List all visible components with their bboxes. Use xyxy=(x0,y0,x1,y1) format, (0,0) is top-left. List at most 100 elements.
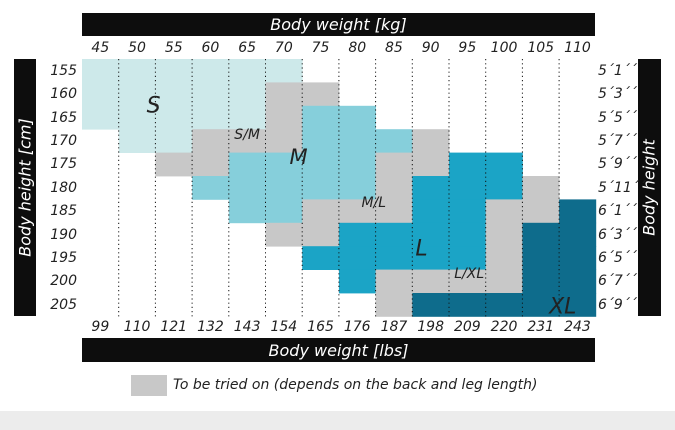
size-cell-s xyxy=(118,59,156,83)
cm-tick-label: 160 xyxy=(50,86,77,103)
size-cell-m xyxy=(228,152,266,177)
size-cell-m xyxy=(302,176,340,200)
zone-label-l: L xyxy=(415,236,428,262)
size-cell-lxl xyxy=(375,293,413,317)
lbs-tick-label: 110 xyxy=(123,319,151,335)
size-cell-lxl xyxy=(485,199,523,224)
size-cell-sm xyxy=(265,82,303,107)
kg-tick-label: 70 xyxy=(274,40,293,56)
size-cell-l xyxy=(338,246,376,270)
size-cell-l xyxy=(412,199,450,224)
kg-tick-label: 90 xyxy=(421,40,440,56)
size-cell-ml xyxy=(412,152,450,177)
size-cell-ml xyxy=(412,129,450,153)
lbs-tick-label: 154 xyxy=(270,319,298,335)
size-cell-ml xyxy=(375,152,413,177)
size-cell-xl xyxy=(522,269,560,294)
legend-swatch xyxy=(131,375,167,396)
kg-tick-label: 60 xyxy=(201,40,220,56)
size-cell-m xyxy=(265,199,303,224)
size-cell-m xyxy=(338,129,376,153)
kg-tick-label: 80 xyxy=(348,40,367,56)
size-cell-ml xyxy=(302,222,340,247)
kg-tick-label: 105 xyxy=(527,40,555,56)
size-cell-l xyxy=(449,199,487,224)
lbs-tick-label: 187 xyxy=(380,319,408,335)
size-cell-sm xyxy=(302,82,340,107)
footer-strip xyxy=(0,411,675,430)
ft-tick-label: 6´5´´ xyxy=(598,249,637,266)
weight-lbs-axis-title: Body weight [lbs] xyxy=(82,338,595,362)
size-cell-m xyxy=(302,152,340,177)
kg-tick-label: 100 xyxy=(490,40,518,56)
size-cell-m xyxy=(302,129,340,153)
size-cell-xl xyxy=(559,269,597,294)
kg-tick-label: 45 xyxy=(91,40,110,56)
size-cell-s xyxy=(118,129,156,153)
kg-tick-label: 95 xyxy=(458,40,477,56)
size-cell-ml xyxy=(375,199,413,224)
zone-label-xl: XL xyxy=(549,294,577,320)
size-cell-lxl xyxy=(485,269,523,294)
size-cell-sm xyxy=(192,129,230,153)
size-cell-lxl xyxy=(375,269,413,294)
zone-label-sm: S/M xyxy=(234,127,260,144)
size-cell-l xyxy=(449,246,487,270)
lbs-tick-label: 209 xyxy=(453,319,481,335)
cm-tick-label: 165 xyxy=(50,109,77,126)
size-cell-xl xyxy=(559,199,597,224)
size-cell-xl xyxy=(449,293,487,317)
lbs-tick-label: 143 xyxy=(233,319,261,335)
size-cell-xl xyxy=(559,222,597,247)
size-cell-xl xyxy=(522,246,560,270)
size-cell-s xyxy=(155,59,193,83)
cm-tick-label: 180 xyxy=(50,179,77,196)
zone-label-s: S xyxy=(146,93,161,119)
size-cell-l xyxy=(338,269,376,294)
size-cell-m xyxy=(375,129,413,153)
size-cell-m xyxy=(192,176,230,200)
size-cell-s xyxy=(118,105,156,130)
size-cell-lxl xyxy=(412,269,450,294)
size-cell-xl xyxy=(522,222,560,247)
size-cell-lxl xyxy=(522,199,560,224)
cm-tick-label: 190 xyxy=(50,226,77,243)
ft-tick-label: 6´1´´ xyxy=(598,203,637,220)
size-cell-l xyxy=(412,222,450,247)
ft-tick-label: 5´11´´ xyxy=(598,179,646,196)
lbs-tick-label: 165 xyxy=(307,319,334,335)
size-cell-lxl xyxy=(522,176,560,200)
cm-tick-label: 205 xyxy=(50,296,77,313)
size-cell-m xyxy=(228,176,266,200)
size-cell-ml xyxy=(265,222,303,247)
size-cell-ml xyxy=(302,199,340,224)
size-cell-xl xyxy=(485,293,523,317)
size-cell-sm xyxy=(155,152,193,177)
size-cell-l xyxy=(375,222,413,247)
lbs-tick-label: 176 xyxy=(343,319,371,335)
lbs-tick-label: 220 xyxy=(490,319,518,335)
size-cell-lxl xyxy=(485,222,523,247)
size-cell-l xyxy=(375,246,413,270)
size-cell-s xyxy=(118,82,156,107)
size-cell-l xyxy=(412,246,450,270)
size-cell-xl xyxy=(412,293,450,317)
cm-tick-label: 170 xyxy=(50,132,77,149)
legend-text: To be tried on (depends on the back and … xyxy=(173,377,538,393)
size-cell-m xyxy=(265,152,303,177)
height-cm-axis-bar: Body height [cm] xyxy=(14,59,36,316)
size-cell-s xyxy=(82,82,120,107)
size-cell-m xyxy=(338,176,376,200)
size-cell-xl xyxy=(559,246,597,270)
zone-label-ml: M/L xyxy=(361,194,387,211)
lbs-tick-label: 121 xyxy=(160,319,188,335)
lbs-tick-label: 132 xyxy=(197,319,224,335)
kg-tick-label: 75 xyxy=(311,40,330,56)
height-ft-axis-bar: Body height xyxy=(638,59,661,316)
size-cell-s xyxy=(155,129,193,153)
size-cell-s xyxy=(192,82,230,107)
weight-kg-axis-title: Body weight [kg] xyxy=(82,13,595,36)
size-cell-ml xyxy=(338,199,376,224)
cm-tick-label: 185 xyxy=(50,203,77,220)
